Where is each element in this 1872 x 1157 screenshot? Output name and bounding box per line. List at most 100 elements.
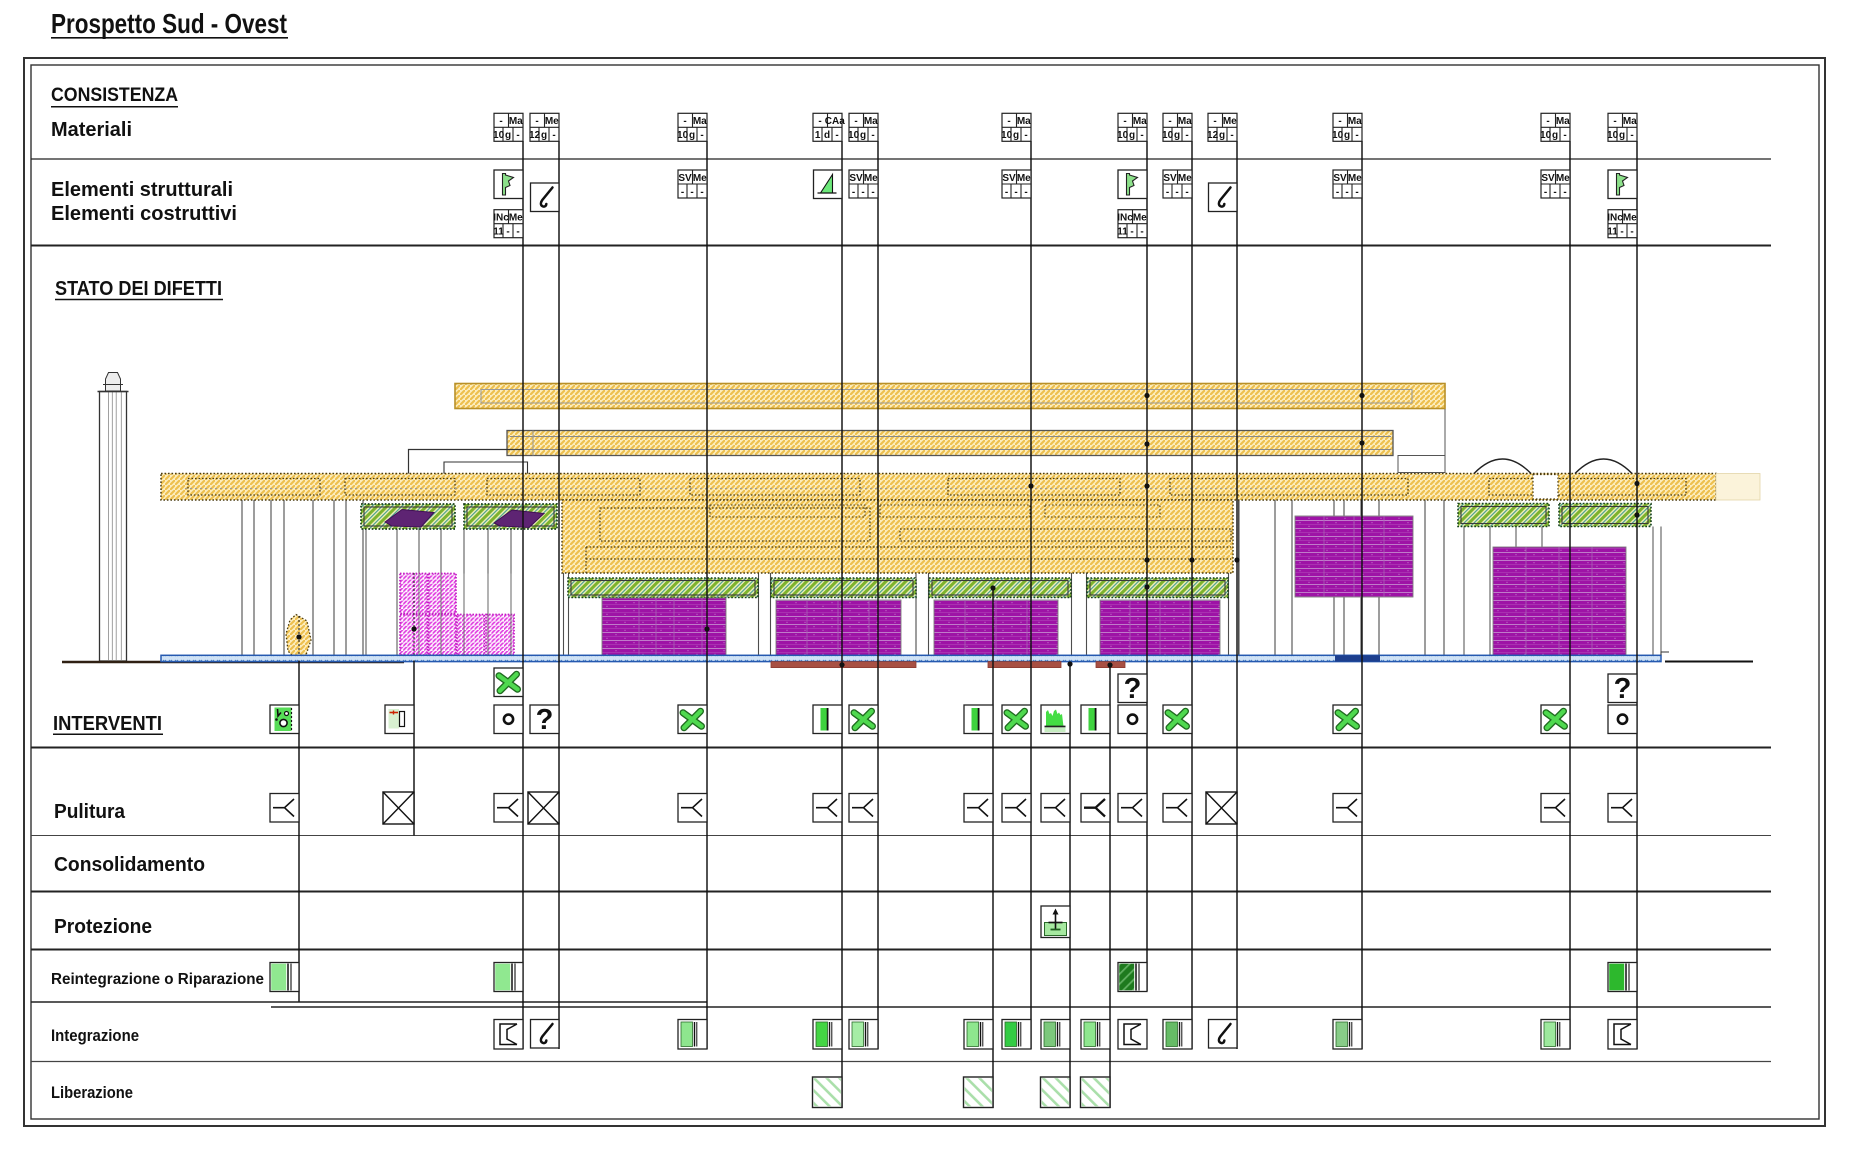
svg-text:Consolidamento: Consolidamento (54, 854, 205, 876)
svg-text:g: g (1344, 130, 1350, 141)
svg-text:-: - (1168, 116, 1171, 127)
svg-text:-: - (552, 130, 555, 141)
svg-text:Elementi strutturali: Elementi strutturali (51, 179, 233, 201)
svg-text:-: - (1613, 116, 1616, 127)
svg-text:INTERVENTI: INTERVENTI (53, 713, 162, 735)
svg-text:Ma: Ma (1017, 116, 1031, 127)
svg-text:Me: Me (1133, 213, 1147, 224)
svg-text:-: - (535, 116, 538, 127)
svg-text:Ma: Ma (509, 116, 523, 127)
svg-text:-: - (506, 227, 509, 238)
svg-text:Me: Me (864, 173, 878, 184)
svg-text:10: 10 (848, 130, 860, 141)
svg-text:INc: INc (1117, 213, 1133, 224)
svg-text:-: - (1175, 187, 1178, 198)
svg-text:-: - (1563, 130, 1566, 141)
svg-text:-: - (683, 116, 686, 127)
svg-text:-: - (1355, 187, 1358, 198)
svg-text:10: 10 (1162, 130, 1174, 141)
svg-text:Liberazione: Liberazione (51, 1083, 133, 1102)
svg-text:Me: Me (1348, 173, 1362, 184)
svg-text:g: g (505, 130, 511, 141)
svg-text:11: 11 (493, 227, 504, 238)
svg-text:-: - (1007, 116, 1010, 127)
svg-text:g: g (1129, 130, 1135, 141)
svg-text:Me: Me (693, 173, 707, 184)
svg-text:-: - (1345, 187, 1348, 198)
svg-text:10: 10 (1540, 130, 1552, 141)
svg-text:Me: Me (1017, 173, 1031, 184)
svg-text:Reintegrazione o Riparazione: Reintegrazione o Riparazione (51, 971, 264, 988)
svg-text:Me: Me (1223, 116, 1237, 127)
svg-text:-: - (854, 116, 857, 127)
svg-text:11: 11 (1117, 227, 1128, 238)
svg-text:-: - (499, 116, 502, 127)
svg-text:-: - (1546, 116, 1549, 127)
svg-text:INc: INc (493, 213, 509, 224)
svg-text:Elementi costruttivi: Elementi costruttivi (51, 203, 237, 225)
svg-text:10: 10 (1001, 130, 1013, 141)
svg-text:-: - (818, 116, 821, 127)
svg-text:-: - (1014, 187, 1017, 198)
svg-text:-: - (1230, 130, 1233, 141)
svg-text:-: - (700, 130, 703, 141)
svg-text:Me: Me (1556, 173, 1570, 184)
svg-text:-: - (1544, 187, 1547, 198)
svg-text:10: 10 (493, 130, 505, 141)
svg-text:-: - (700, 187, 703, 198)
svg-text:1: 1 (815, 130, 821, 141)
svg-text:SV: SV (1002, 173, 1016, 184)
svg-text:Protezione: Protezione (54, 916, 152, 938)
svg-text:-: - (1630, 227, 1633, 238)
svg-text:-: - (871, 187, 874, 198)
svg-text:-: - (1024, 187, 1027, 198)
svg-text:SV: SV (849, 173, 863, 184)
svg-text:-: - (1620, 227, 1623, 238)
svg-text:12: 12 (529, 130, 541, 141)
svg-text:-: - (1563, 187, 1566, 198)
svg-text:STATO DEI DIFETTI: STATO DEI DIFETTI (55, 278, 222, 300)
svg-text:12: 12 (1207, 130, 1219, 141)
svg-text:-: - (516, 227, 519, 238)
svg-text:-: - (1213, 116, 1216, 127)
svg-text:Ma: Ma (1623, 116, 1637, 127)
svg-text:-: - (1005, 187, 1008, 198)
svg-text:Ma: Ma (864, 116, 878, 127)
svg-text:-: - (861, 187, 864, 198)
svg-text:-: - (1140, 227, 1143, 238)
svg-text:-: - (1185, 130, 1188, 141)
svg-text:SV: SV (1541, 173, 1555, 184)
svg-text:SV: SV (1163, 173, 1177, 184)
svg-text:-: - (1336, 187, 1339, 198)
svg-text:CONSISTENZA: CONSISTENZA (51, 85, 178, 106)
svg-text:Materiali: Materiali (51, 119, 132, 141)
svg-text:g: g (1013, 130, 1019, 141)
svg-text:g: g (1219, 130, 1225, 141)
svg-text:g: g (1619, 130, 1625, 141)
svg-text:-: - (1185, 187, 1188, 198)
svg-text:?: ? (1614, 673, 1632, 705)
svg-text:-: - (871, 130, 874, 141)
svg-text:10: 10 (1117, 130, 1129, 141)
svg-text:Me: Me (1178, 173, 1192, 184)
svg-text:INc: INc (1607, 213, 1623, 224)
svg-text:-: - (852, 187, 855, 198)
svg-text:11: 11 (1607, 227, 1618, 238)
svg-text:Ma: Ma (1133, 116, 1147, 127)
svg-text:-: - (516, 130, 519, 141)
svg-text:g: g (541, 130, 547, 141)
svg-text:CAa: CAa (825, 116, 845, 127)
svg-text:Ma: Ma (693, 116, 707, 127)
svg-text:-: - (1024, 130, 1027, 141)
svg-text:SV: SV (678, 173, 692, 184)
svg-text:-: - (1630, 130, 1633, 141)
svg-text:-: - (1355, 130, 1358, 141)
svg-text:?: ? (536, 704, 554, 736)
svg-text:Ma: Ma (1556, 116, 1570, 127)
svg-text:Pulitura: Pulitura (54, 801, 126, 823)
svg-text:-: - (835, 130, 838, 141)
svg-text:-: - (690, 187, 693, 198)
svg-text:Me: Me (545, 116, 559, 127)
svg-text:Ma: Ma (1348, 116, 1362, 127)
svg-text:10: 10 (677, 130, 689, 141)
